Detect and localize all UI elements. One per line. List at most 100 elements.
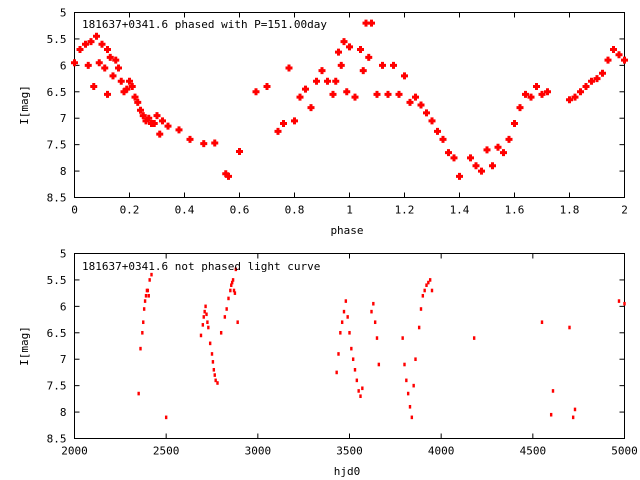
- phased-x-axis-label: phase: [330, 224, 363, 237]
- unphased-data-point: [408, 404, 412, 409]
- phased-plot-frame: [74, 12, 625, 198]
- unphased-data-point: [623, 301, 626, 306]
- phased-x-tick-label: 0.6: [230, 204, 250, 217]
- unphased-data-point: [210, 352, 214, 356]
- unphased-y-tick-label: 7: [60, 353, 67, 366]
- phased-data-point: [329, 90, 337, 98]
- unphased-data-point: [223, 315, 227, 319]
- phased-data-point: [156, 130, 164, 138]
- phased-data-point: [483, 146, 491, 154]
- phased-data-point: [280, 120, 287, 127]
- phased-data-point: [566, 96, 573, 104]
- unphased-data-point: [150, 272, 153, 277]
- phased-data-point: [211, 139, 219, 147]
- unphased-data-point: [204, 304, 207, 309]
- unphased-data-point: [205, 312, 208, 317]
- unphased-data-point: [406, 391, 410, 396]
- phased-data-point: [104, 46, 111, 53]
- unphased-data-point: [377, 362, 381, 367]
- unphased-data-point: [199, 333, 203, 338]
- unphased-data-point: [147, 293, 150, 298]
- unphased-data-point: [568, 325, 571, 330]
- phased-data-point: [335, 48, 342, 56]
- unphased-data-point: [361, 386, 364, 391]
- phased-data-point: [145, 114, 153, 122]
- unphased-x-tick-labels: 2000 2500 3000 3500 4000 4500 5000: [61, 445, 638, 458]
- unphased-data-point: [571, 415, 575, 420]
- phased-data-point: [571, 93, 579, 101]
- unphased-data-point: [137, 391, 140, 396]
- unphased-data-point: [146, 288, 150, 293]
- unphased-data-point: [372, 301, 375, 306]
- phased-data-point: [343, 88, 351, 96]
- unphased-x-tick-label: 4500: [520, 445, 547, 458]
- phased-data-point: [472, 162, 480, 170]
- phased-data-point: [131, 93, 139, 101]
- phased-x-tick-label: 1: [346, 204, 353, 217]
- unphased-data-point: [206, 320, 209, 325]
- unphased-x-axis-label: hjd0: [334, 465, 361, 478]
- phased-data-point: [593, 75, 601, 83]
- phased-y-tick-label: 6: [60, 59, 67, 72]
- phased-data-point: [417, 101, 425, 109]
- unphased-data-point: [425, 283, 428, 288]
- unphased-y-tick-label: 6.5: [47, 327, 67, 340]
- phased-data-point: [128, 83, 136, 90]
- phased-data-point: [401, 72, 408, 80]
- phased-data-point: [538, 90, 546, 98]
- unphased-data-point: [472, 336, 476, 340]
- phased-data-point: [225, 172, 232, 180]
- unphased-data-point: [346, 315, 349, 319]
- unphased-data-point: [350, 346, 353, 351]
- unphased-data-point: [419, 307, 423, 311]
- unphased-chart-title: 181637+0341.6 not phased light curve: [82, 260, 320, 273]
- phased-x-tick-label: 1.2: [395, 204, 415, 217]
- phased-data-point: [406, 98, 414, 106]
- phased-data-point: [175, 126, 183, 134]
- unphased-data-point: [211, 360, 215, 364]
- unphased-data-point: [357, 389, 360, 393]
- unphased-x-tick-label: 3500: [336, 445, 363, 458]
- phased-data-point: [434, 127, 441, 135]
- unphased-data-point: [139, 346, 142, 351]
- phased-y-axis-label: I[mag]: [18, 85, 31, 125]
- unphased-data-point: [551, 389, 555, 393]
- unphased-data-point: [417, 325, 421, 330]
- unphased-data-point: [143, 299, 147, 303]
- phased-data-point: [351, 93, 359, 101]
- phased-light-curve-panel: 0 0.2 0.4 0.6 0.8 1 1.2 1.4 1.6 1.8 2 5 5.5 6 6.5 7 7.5…: [18, 7, 628, 237]
- phased-data-point: [120, 88, 128, 96]
- phased-data-point: [621, 56, 628, 64]
- unphased-x-tick-label: 5000: [611, 445, 638, 458]
- phased-data-point: [610, 46, 617, 53]
- unphased-data-point: [355, 378, 359, 383]
- unphased-data-point: [213, 373, 216, 377]
- phased-data-point: [117, 77, 125, 85]
- unphased-data-point: [370, 309, 373, 314]
- phased-data-point: [263, 83, 271, 90]
- phased-data-point: [456, 172, 463, 180]
- phased-data-point: [445, 149, 452, 157]
- phased-data-point: [511, 120, 518, 127]
- phased-data-point: [123, 85, 131, 93]
- phased-data-point: [527, 93, 535, 101]
- phased-data-point: [90, 83, 98, 90]
- phased-data-point: [150, 120, 158, 127]
- unphased-data-point: [144, 293, 148, 298]
- phased-data-point: [98, 40, 106, 48]
- unphased-data-point: [142, 307, 146, 311]
- phased-data-point: [101, 64, 109, 72]
- unphased-data-point: [401, 336, 404, 340]
- unphased-data-point: [344, 299, 348, 303]
- unphased-data-point: [403, 362, 406, 367]
- unphased-data-point: [202, 315, 205, 319]
- unphased-data-point: [227, 296, 230, 301]
- phased-data-point: [337, 61, 345, 69]
- unphased-data-point: [405, 378, 408, 383]
- phased-axis-ticks: [74, 12, 625, 198]
- unphased-data-point: [230, 280, 234, 285]
- phased-y-tick-label: 8: [60, 165, 67, 178]
- unphased-data-point: [412, 383, 415, 388]
- phased-data-point: [450, 154, 458, 162]
- unphased-data-point: [540, 320, 544, 325]
